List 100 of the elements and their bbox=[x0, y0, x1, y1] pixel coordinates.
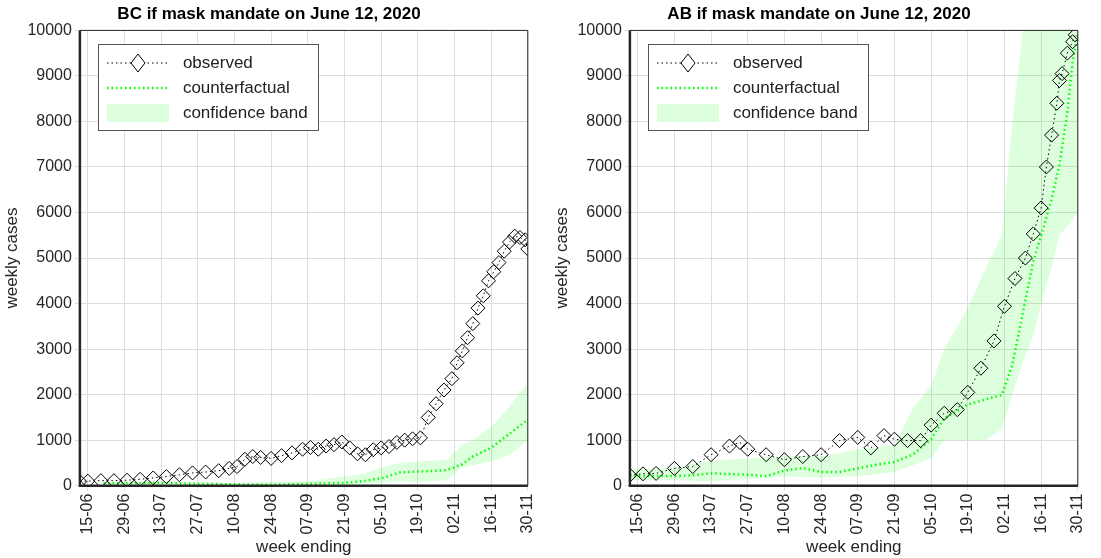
point bbox=[357, 447, 373, 463]
point bbox=[481, 273, 497, 289]
point bbox=[496, 243, 512, 259]
x-tick-label: 30-11 bbox=[518, 493, 536, 534]
point bbox=[900, 433, 916, 449]
y-tick-label: 4000 bbox=[36, 293, 72, 311]
point bbox=[334, 434, 350, 450]
point bbox=[1038, 159, 1054, 175]
x-tick-label: 05-10 bbox=[921, 493, 939, 535]
x-tick-label: 02-11 bbox=[994, 493, 1012, 534]
point bbox=[342, 440, 358, 456]
point bbox=[389, 434, 405, 450]
y-tick-label: 2000 bbox=[586, 385, 622, 403]
point bbox=[350, 446, 366, 462]
point bbox=[813, 447, 829, 463]
point bbox=[428, 396, 444, 412]
x-tick-label: 19-10 bbox=[958, 493, 976, 535]
point bbox=[132, 471, 148, 486]
point bbox=[1007, 271, 1023, 287]
y-tick-label: 0 bbox=[612, 476, 622, 494]
point bbox=[412, 430, 428, 446]
y-tick-label: 9000 bbox=[36, 66, 72, 84]
point bbox=[886, 431, 902, 447]
x-tick-label: 15-06 bbox=[78, 493, 96, 535]
point bbox=[1044, 127, 1060, 143]
x-tick-label: 21-09 bbox=[884, 493, 902, 535]
chart-title: AB if mask mandate on June 12, 2020 bbox=[667, 3, 971, 23]
y-tick-label: 6000 bbox=[586, 202, 622, 220]
point bbox=[397, 432, 413, 448]
point bbox=[913, 433, 929, 449]
annotation: confidence band bbox=[182, 102, 308, 123]
point bbox=[732, 434, 748, 450]
y-tick-label: 1000 bbox=[36, 430, 72, 448]
point bbox=[198, 464, 214, 480]
x-tick-label: 24-08 bbox=[261, 493, 279, 535]
point bbox=[245, 449, 261, 465]
x-tick-label: 15-06 bbox=[628, 493, 646, 535]
point bbox=[486, 264, 502, 280]
y-tick-label: 7000 bbox=[586, 157, 622, 175]
x-tick-label: 16-11 bbox=[1031, 493, 1049, 534]
y-tick-label: 8000 bbox=[586, 111, 622, 129]
x-tick-label: 29-06 bbox=[664, 493, 682, 535]
y-tick-label: 2000 bbox=[36, 385, 72, 403]
point bbox=[1054, 66, 1070, 82]
point bbox=[171, 467, 187, 483]
point bbox=[666, 460, 682, 476]
point bbox=[158, 469, 174, 485]
x-tick-label: 16-11 bbox=[481, 493, 499, 534]
point bbox=[211, 463, 227, 479]
point bbox=[373, 440, 389, 456]
point bbox=[1017, 250, 1033, 266]
x-tick-label: 05-10 bbox=[371, 493, 389, 535]
point bbox=[1033, 200, 1049, 216]
point bbox=[475, 288, 491, 304]
x-tick-label: 21-09 bbox=[334, 493, 352, 535]
point bbox=[420, 409, 436, 425]
point bbox=[986, 333, 1002, 349]
x-tick-label: 10-08 bbox=[774, 493, 792, 535]
point bbox=[185, 465, 201, 481]
point bbox=[237, 451, 253, 467]
point bbox=[512, 230, 528, 246]
point bbox=[923, 417, 939, 433]
y-tick-label: 3000 bbox=[586, 339, 622, 357]
x-tick-label: 10-08 bbox=[224, 493, 242, 535]
annotation: confidence band bbox=[732, 102, 858, 123]
y-tick-label: 6000 bbox=[36, 202, 72, 220]
point bbox=[635, 466, 651, 482]
y-axis-title: weekly cases bbox=[1, 207, 21, 310]
y-tick-label: 5000 bbox=[36, 248, 72, 266]
point bbox=[449, 355, 465, 371]
point bbox=[302, 439, 318, 455]
point bbox=[960, 384, 976, 400]
x-tick-label: 29-06 bbox=[114, 493, 132, 535]
point bbox=[996, 298, 1012, 314]
point bbox=[1025, 226, 1041, 242]
point bbox=[501, 234, 517, 250]
y-tick-label: 3000 bbox=[36, 339, 72, 357]
point bbox=[491, 255, 507, 271]
point bbox=[318, 438, 334, 454]
point bbox=[973, 360, 989, 376]
x-tick-label: 27-07 bbox=[738, 493, 756, 535]
y-axis-title: weekly cases bbox=[551, 207, 571, 310]
point bbox=[507, 228, 523, 244]
y-tick-label: 8000 bbox=[36, 111, 72, 129]
point bbox=[310, 441, 326, 457]
legend-label: observed bbox=[182, 52, 253, 73]
point bbox=[850, 429, 866, 445]
point bbox=[405, 431, 421, 447]
point bbox=[936, 405, 952, 421]
y-tick-label: 1000 bbox=[586, 430, 622, 448]
legend-label: counterfactual bbox=[182, 77, 290, 98]
y-tick-label: 9000 bbox=[586, 66, 622, 84]
x-tick-label: 30-11 bbox=[1068, 493, 1086, 534]
point bbox=[381, 439, 397, 455]
x-tick-label: 27-07 bbox=[188, 493, 206, 535]
point bbox=[1059, 45, 1075, 61]
legend-label: observed bbox=[732, 52, 803, 73]
point bbox=[1051, 72, 1067, 88]
legend-label: counterfactual bbox=[732, 77, 840, 98]
point bbox=[831, 433, 847, 449]
